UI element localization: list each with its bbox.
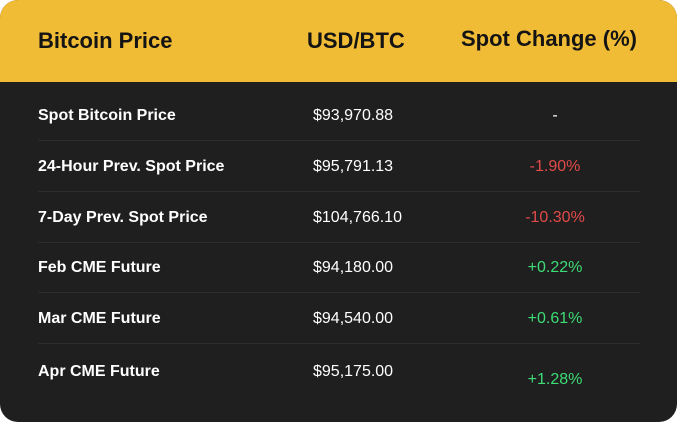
row-change: - xyxy=(552,107,558,124)
row-change: +1.28% xyxy=(527,371,583,388)
column-header-usd-btc: USD/BTC xyxy=(307,28,405,53)
row-divider xyxy=(38,191,640,192)
row-name: Apr CME Future xyxy=(38,363,160,380)
column-header-spot-change: Spot Change (%) xyxy=(461,26,637,51)
row-name: 24-Hour Prev. Spot Price xyxy=(38,158,225,175)
table-row-7d-prev-spot-price: 7-Day Prev. Spot Price $104,766.10 -10.3… xyxy=(0,192,677,243)
row-divider xyxy=(38,292,640,293)
row-change: -10.30% xyxy=(525,209,585,226)
table-row-feb-cme-future: Feb CME Future $94,180.00 +0.22% xyxy=(0,242,677,293)
row-price: $93,970.88 xyxy=(313,107,394,124)
row-divider xyxy=(38,140,640,141)
row-price: $95,175.00 xyxy=(313,363,394,380)
row-change: +0.22% xyxy=(527,259,583,276)
table-row-apr-cme-future: Apr CME Future $95,175.00 +1.28% xyxy=(0,346,677,397)
row-price: $94,540.00 xyxy=(313,310,394,327)
row-change: +0.61% xyxy=(527,310,583,327)
row-price: $95,791.13 xyxy=(313,158,394,175)
row-name: Spot Bitcoin Price xyxy=(38,107,176,124)
table-row-mar-cme-future: Mar CME Future $94,540.00 +0.61% xyxy=(0,293,677,344)
row-name: Feb CME Future xyxy=(38,259,161,276)
row-change: -1.90% xyxy=(529,158,581,175)
column-header-bitcoin-price: Bitcoin Price xyxy=(38,28,173,53)
row-price: $94,180.00 xyxy=(313,259,394,276)
table-header: Bitcoin Price USD/BTC Spot Change (%) xyxy=(0,0,677,82)
table-row-spot-bitcoin-price: Spot Bitcoin Price $93,970.88 - xyxy=(0,90,677,141)
table-row-24h-prev-spot-price: 24-Hour Prev. Spot Price $95,791.13 -1.9… xyxy=(0,141,677,192)
row-divider xyxy=(38,343,640,344)
row-divider xyxy=(38,242,640,243)
row-name: Mar CME Future xyxy=(38,310,161,327)
row-name: 7-Day Prev. Spot Price xyxy=(38,209,208,226)
row-price: $104,766.10 xyxy=(313,209,402,226)
